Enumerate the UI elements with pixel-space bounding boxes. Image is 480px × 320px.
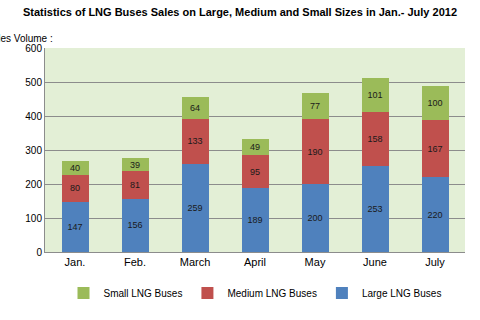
svg-text:156: 156 [127,220,142,230]
svg-text:39: 39 [130,160,140,170]
svg-text:133: 133 [187,136,202,146]
svg-text:80: 80 [70,183,80,193]
svg-text:Medium LNG Buses: Medium LNG Buses [227,288,316,299]
svg-text:77: 77 [310,101,320,111]
svg-text:May: May [305,256,326,268]
svg-text:259: 259 [187,203,202,213]
svg-text:300: 300 [25,145,42,156]
svg-text:Statistics of LNG Buses Sales: Statistics of LNG Buses Sales on Large, … [23,6,457,18]
svg-text:253: 253 [367,204,382,214]
svg-text:Small LNG Buses: Small LNG Buses [104,288,183,299]
svg-text:100: 100 [25,213,42,224]
svg-text:95: 95 [250,167,260,177]
svg-text:40: 40 [70,163,80,173]
svg-text:July: July [425,256,445,268]
svg-text:Sales Volume :: Sales Volume : [0,33,53,44]
svg-text:March: March [180,256,211,268]
svg-text:Feb.: Feb. [124,256,146,268]
svg-text:100: 100 [427,98,442,108]
svg-text:158: 158 [367,134,382,144]
svg-text:101: 101 [367,90,382,100]
svg-text:81: 81 [130,180,140,190]
svg-text:Large LNG Buses: Large LNG Buses [362,288,442,299]
svg-text:0: 0 [36,247,42,258]
svg-text:167: 167 [427,144,442,154]
svg-text:147: 147 [67,222,82,232]
svg-text:April: April [244,256,266,268]
svg-text:200: 200 [307,213,322,223]
svg-text:189: 189 [247,215,262,225]
svg-text:49: 49 [250,142,260,152]
svg-text:200: 200 [25,179,42,190]
svg-text:600: 600 [25,43,42,54]
svg-text:64: 64 [190,103,200,113]
svg-text:500: 500 [25,77,42,88]
svg-text:June: June [363,256,387,268]
svg-text:Jan.: Jan. [65,256,86,268]
svg-text:220: 220 [427,210,442,220]
svg-text:400: 400 [25,111,42,122]
svg-text:190: 190 [307,147,322,157]
